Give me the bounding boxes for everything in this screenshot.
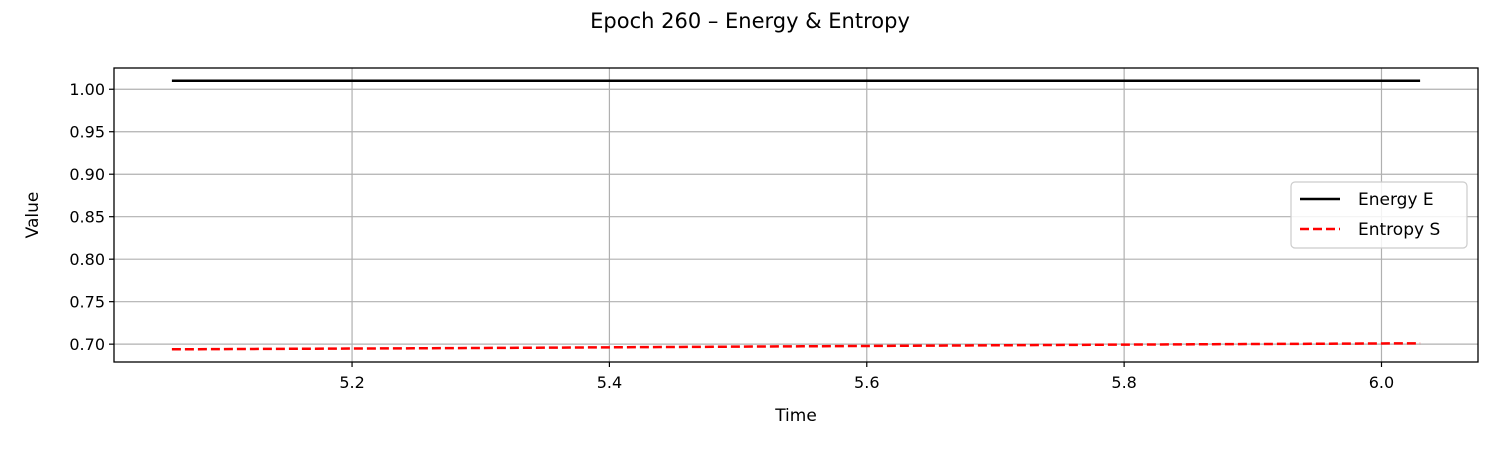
y-tick-label: 0.90 xyxy=(69,165,105,184)
x-tick-label: 5.6 xyxy=(854,373,879,392)
legend: Energy E Entropy S xyxy=(1290,181,1468,249)
x-axis: 5.2 5.4 5.6 5.8 6.0 xyxy=(339,362,1394,392)
y-tick-label: 0.70 xyxy=(69,335,105,354)
x-tick-label: 5.2 xyxy=(339,373,364,392)
legend-label-1: Entropy S xyxy=(1358,220,1440,240)
y-tick-label: 0.95 xyxy=(69,123,105,142)
y-tick-label: 0.75 xyxy=(69,293,105,312)
y-tick-label: 0.80 xyxy=(69,250,105,269)
y-tick-label: 0.85 xyxy=(69,208,105,227)
y-tick-label: 1.00 xyxy=(69,80,105,99)
legend-label-0: Energy E xyxy=(1358,190,1434,210)
y-axis: 0.70 0.75 0.80 0.85 0.90 0.95 1.00 xyxy=(69,80,114,354)
chart-title: Epoch 260 – Energy & Entropy xyxy=(590,9,910,33)
grid xyxy=(114,68,1478,362)
plot-frame xyxy=(113,67,1479,363)
x-tick-label: 6.0 xyxy=(1369,373,1394,392)
y-axis-label: Value xyxy=(23,192,43,239)
x-axis-label: Time xyxy=(774,406,817,426)
x-tick-label: 5.4 xyxy=(597,373,622,392)
series-line-1 xyxy=(171,342,1421,351)
series-lines xyxy=(171,79,1421,351)
x-tick-label: 5.8 xyxy=(1111,373,1136,392)
